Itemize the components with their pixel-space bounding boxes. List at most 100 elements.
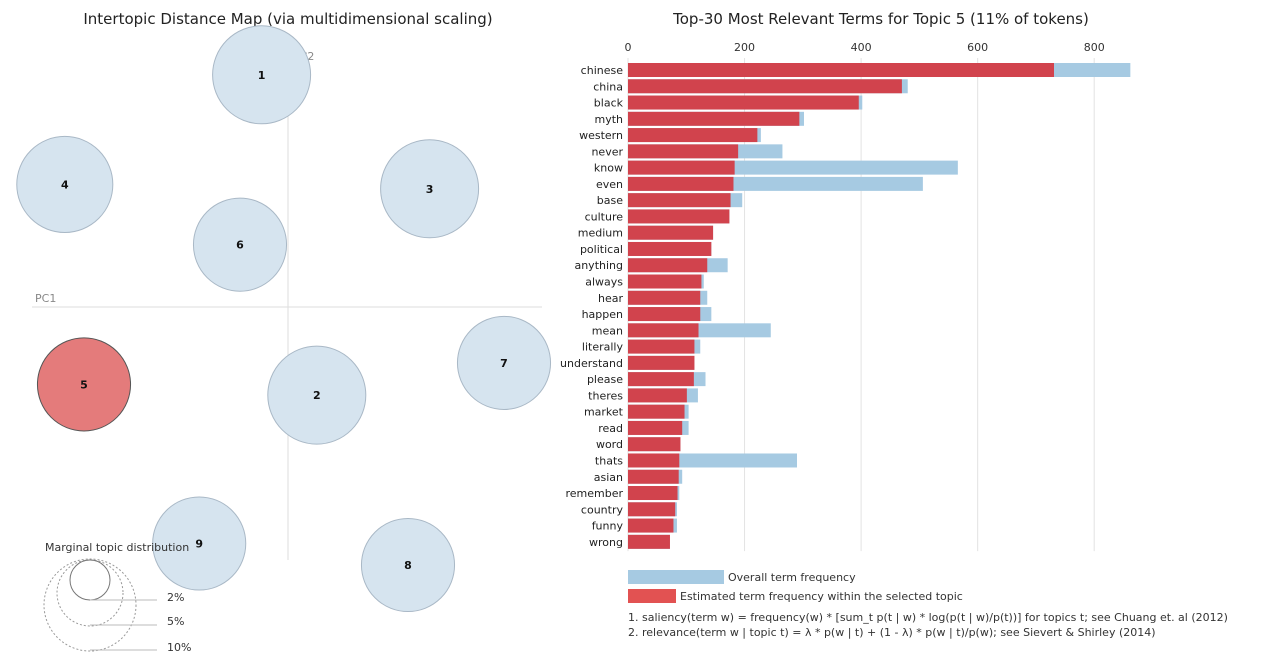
term-label-understand[interactable]: understand [560, 357, 623, 370]
topic-circle-1[interactable] [212, 25, 312, 125]
topic-label-4: 4 [61, 178, 69, 191]
term-label-black[interactable]: black [594, 97, 624, 110]
estimated-bar-read [628, 420, 683, 435]
topic-label-2: 2 [313, 389, 321, 402]
estimated-bar-remember [628, 486, 678, 501]
topic-circle-5[interactable] [36, 337, 132, 432]
term-label-always[interactable]: always [585, 276, 623, 289]
marginal-circle-2 [69, 559, 111, 601]
term-label-asian[interactable]: asian [594, 471, 623, 484]
estimated-bar-mean [628, 323, 699, 338]
term-label-china[interactable]: china [593, 80, 623, 93]
marginal-topic-legend: Marginal topic distribution 2% 5% 10% [43, 541, 191, 652]
estimated-bar-know [628, 160, 735, 175]
term-label-mean[interactable]: mean [592, 324, 623, 337]
marginal-title: Marginal topic distribution [45, 541, 189, 554]
estimated-bar-china [628, 79, 902, 94]
legend-estimated-label: Estimated term frequency within the sele… [680, 590, 963, 603]
term-labels: chinese china black myth western never know eve… [560, 64, 624, 549]
marginal-level-5: 5% [167, 615, 184, 628]
topic-circle-3[interactable] [380, 139, 480, 239]
term-label-funny[interactable]: funny [592, 520, 624, 533]
x-tick-400: 400 [851, 41, 872, 54]
estimated-bar-theres [628, 388, 687, 403]
estimated-bar-word [628, 437, 681, 452]
estimated-bar-medium [628, 225, 714, 240]
estimated-bar-country [628, 502, 676, 517]
intertopic-map-title: Intertopic Distance Map (via multidimens… [83, 10, 492, 28]
estimated-bar-anything [628, 258, 708, 273]
term-label-myth[interactable]: myth [594, 113, 623, 126]
term-label-know[interactable]: know [594, 162, 623, 175]
estimated-bar-political [628, 241, 712, 256]
term-label-theres[interactable]: theres [588, 389, 623, 402]
topic-label-9: 9 [195, 538, 203, 551]
topic-label-3: 3 [426, 183, 434, 196]
estimated-bar-happen [628, 307, 701, 322]
pc1-label: PC1 [35, 292, 56, 305]
term-label-country[interactable]: country [581, 503, 624, 516]
term-label-read[interactable]: read [598, 422, 623, 435]
term-label-hear[interactable]: hear [598, 292, 623, 305]
estimated-bar-market [628, 404, 685, 419]
topic-label-7: 7 [500, 357, 508, 370]
estimated-bar-understand [628, 355, 695, 370]
marginal-level-2: 2% [167, 591, 184, 604]
term-label-political[interactable]: political [580, 243, 623, 256]
topic-circles: 1 2 3 4 5 6 7 8 9 [16, 25, 552, 613]
estimated-bar-asian [628, 469, 679, 484]
bar-chart-x-ticks: 0 200 400 600 800 [625, 41, 1105, 54]
term-label-anything[interactable]: anything [574, 259, 623, 272]
topic-label-5: 5 [80, 378, 88, 391]
term-label-medium[interactable]: medium [578, 227, 623, 240]
saliency-note: 1. saliency(term w) = frequency(w) * [su… [628, 611, 1228, 624]
marginal-level-10: 10% [167, 641, 191, 652]
topic-label-8: 8 [404, 559, 412, 572]
relevance-note: 2. relevance(term w | topic t) = λ * p(w… [628, 626, 1156, 639]
topic-circle-2[interactable] [267, 345, 367, 445]
term-label-remember[interactable]: remember [565, 487, 623, 500]
term-label-chinese[interactable]: chinese [581, 64, 624, 77]
term-label-literally[interactable]: literally [582, 341, 624, 354]
topic-circle-6[interactable] [192, 197, 288, 292]
x-tick-800: 800 [1084, 41, 1105, 54]
term-label-happen[interactable]: happen [582, 308, 623, 321]
legend-overall-label: Overall term frequency [728, 571, 856, 584]
estimated-bar-even [628, 176, 734, 191]
term-label-base[interactable]: base [597, 194, 623, 207]
x-tick-0: 0 [625, 41, 632, 54]
term-label-word[interactable]: word [596, 438, 623, 451]
estimated-bar-wrong [628, 534, 670, 549]
topic-circle-4[interactable] [16, 135, 114, 233]
term-label-market[interactable]: market [584, 406, 624, 419]
term-label-thats[interactable]: thats [595, 454, 623, 467]
estimated-bar-black [628, 95, 859, 110]
term-label-never[interactable]: never [591, 145, 623, 158]
term-label-even[interactable]: even [596, 178, 623, 191]
term-label-western[interactable]: western [579, 129, 623, 142]
topic-label-1: 1 [258, 69, 266, 82]
estimated-bar-western [628, 128, 758, 143]
estimated-bar-base [628, 193, 731, 208]
term-label-please[interactable]: please [587, 373, 623, 386]
estimated-bar-always [628, 274, 702, 289]
x-tick-200: 200 [734, 41, 755, 54]
topic-circle-9[interactable] [152, 496, 247, 591]
x-tick-600: 600 [967, 41, 988, 54]
estimated-bar-culture [628, 209, 730, 224]
legend-overall-swatch [628, 570, 724, 584]
topic-circle-8[interactable] [360, 517, 456, 613]
term-label-wrong[interactable]: wrong [589, 536, 623, 549]
legend-estimated-swatch [628, 589, 676, 603]
topic-label-6: 6 [236, 239, 244, 252]
relevant-terms-title: Top-30 Most Relevant Terms for Topic 5 (… [672, 10, 1089, 28]
topic-circle-7[interactable] [456, 315, 552, 410]
estimated-bar-hear [628, 290, 701, 305]
estimated-bar-chinese [628, 63, 1054, 77]
term-label-culture[interactable]: culture [585, 210, 624, 223]
estimated-bar-thats [628, 453, 680, 468]
marginal-circle-10 [43, 558, 137, 652]
estimated-bar-please [628, 372, 694, 387]
estimated-bar-myth [628, 111, 800, 126]
